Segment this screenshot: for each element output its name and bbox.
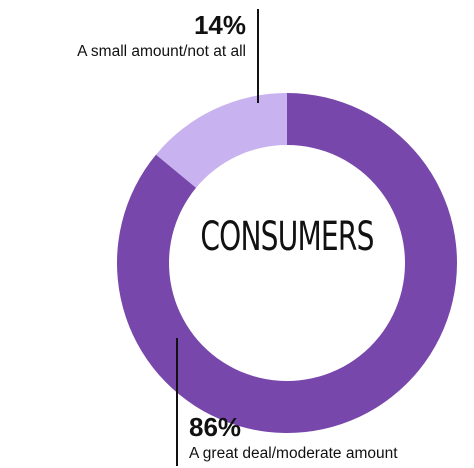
center-title: CONSUMERS	[200, 214, 373, 260]
label-text-small: A small amount/not at all	[77, 43, 246, 60]
label-pct-small: 14%	[194, 10, 246, 40]
label-text-large: A great deal/moderate amount	[189, 445, 398, 462]
label-pct-large: 86%	[189, 412, 241, 442]
donut-slice-1	[156, 93, 287, 188]
donut-slice-0	[117, 93, 458, 433]
donut-slices	[117, 93, 458, 433]
